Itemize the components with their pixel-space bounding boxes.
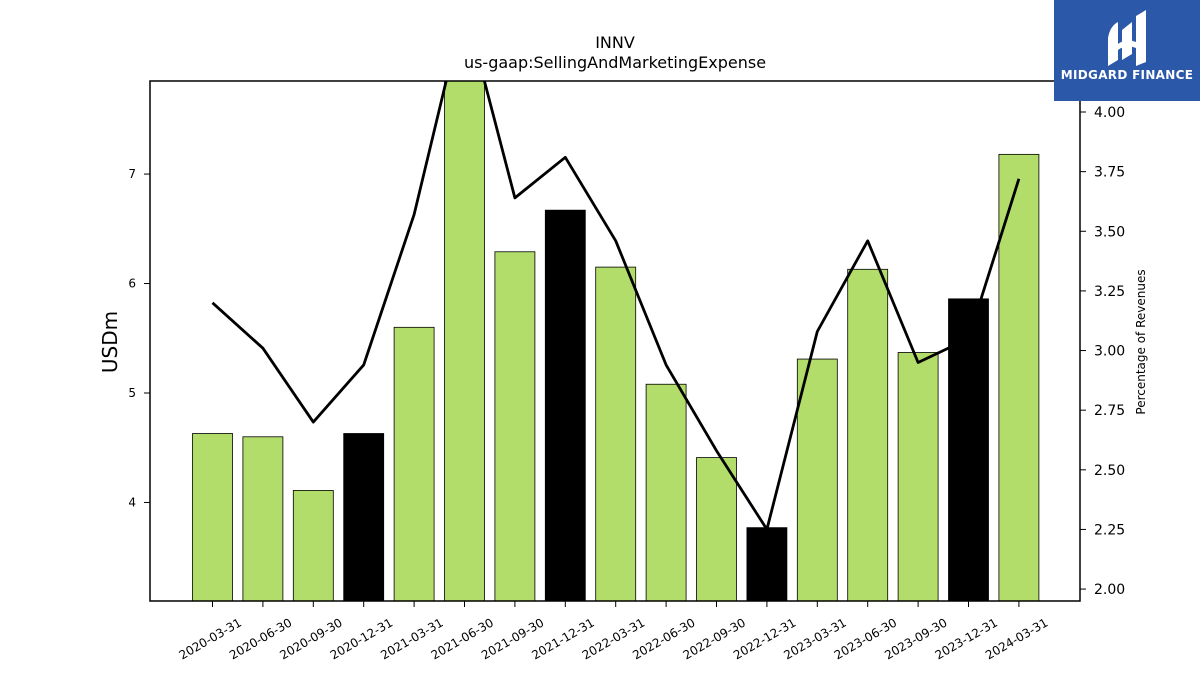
y-tick-label: 6	[128, 277, 136, 291]
chart-title: INNV	[595, 33, 635, 52]
bar-2023-06-30	[847, 268, 889, 602]
y2-tick-label: 3.25	[1094, 284, 1125, 300]
chart-subtitle: us-gaap:SellingAndMarketingExpense	[464, 53, 766, 72]
y2-tick-label: 3.00	[1094, 344, 1125, 360]
bar-2020-03-31	[192, 433, 233, 602]
y2-ticks-group: 2.00 2.25 2.50 2.75 3.00 3.25 3.50 3.75 4.00	[1080, 105, 1125, 598]
y-tick-label: 4	[128, 495, 136, 509]
brand-name: MIDGARD FINANCE	[1060, 68, 1194, 82]
y2-tick-label: 2.75	[1094, 403, 1125, 419]
bar-2021-06-30	[444, 80, 485, 602]
bar-2024-03-31	[998, 153, 1040, 602]
bar-2022-09-30	[696, 457, 737, 602]
y-tick-label: 5	[128, 386, 136, 400]
y-tick-label: 7	[128, 167, 136, 181]
bar-2020-09-30	[292, 490, 334, 602]
y2-tick-label: 2.25	[1094, 522, 1125, 538]
y2-tick-label: 2.00	[1094, 582, 1125, 598]
y2-tick-label: 4.00	[1094, 105, 1125, 121]
bar-2023-03-31	[796, 358, 838, 602]
bar-2020-12-31	[343, 433, 385, 602]
bars-group	[192, 80, 1040, 602]
bar-2021-03-31	[393, 326, 435, 602]
y2-axis-label: Percentage of Revenues	[1134, 269, 1148, 414]
y2-tick-label: 3.50	[1094, 224, 1125, 240]
percentage-line	[211, 81, 1021, 531]
y2-tick-label: 3.75	[1094, 165, 1125, 181]
y-axis-label: USDm	[98, 311, 122, 373]
brand-logo: MIDGARD FINANCE	[1054, 0, 1200, 101]
plot-frame	[149, 80, 1081, 602]
bar-2022-03-31	[595, 266, 637, 602]
y2-tick-label: 2.50	[1094, 463, 1125, 479]
x-ticks-group: 2020-03-312020-06-302020-09-302020-12-31…	[177, 601, 1050, 662]
bar-2020-06-30	[242, 436, 284, 602]
bar-2023-09-30	[897, 352, 939, 602]
midgard-logo-icon	[1108, 10, 1146, 66]
bar-2022-06-30	[645, 383, 687, 602]
bar-2021-12-31	[544, 209, 586, 602]
line-group	[211, 81, 1021, 531]
bar-2023-12-31	[948, 298, 989, 602]
y-ticks-group: 4 5 6 7	[128, 167, 150, 509]
bar-2022-12-31	[746, 527, 788, 602]
bar-2021-09-30	[494, 251, 536, 602]
